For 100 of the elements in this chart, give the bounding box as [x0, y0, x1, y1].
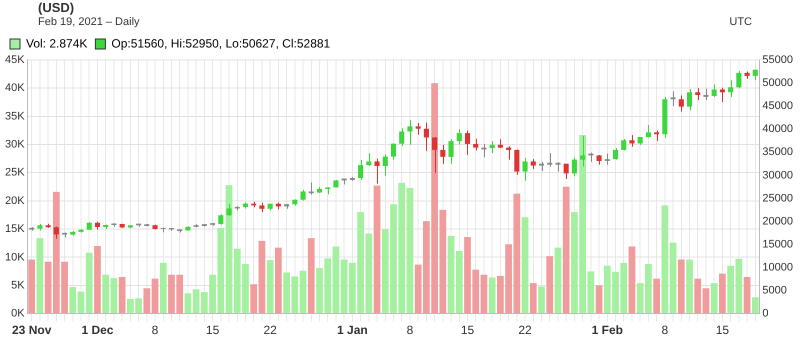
candlestick	[374, 158, 380, 184]
candlestick	[588, 152, 594, 162]
candlestick	[572, 157, 577, 177]
bar	[554, 248, 562, 314]
x-tick-label: 15	[460, 323, 474, 338]
bar	[275, 248, 282, 314]
x-tick-label: 8	[152, 323, 159, 338]
candlestick	[308, 182, 314, 196]
candlestick	[399, 128, 404, 147]
candlestick	[522, 157, 528, 182]
bar	[522, 217, 528, 314]
candlestick	[720, 87, 725, 102]
bar	[36, 238, 44, 314]
candlestick	[646, 124, 651, 138]
candlestick	[218, 214, 224, 226]
x-tick-label: 22	[263, 323, 278, 338]
candlestick	[538, 161, 544, 172]
y2-tick-label: 20000	[762, 215, 794, 228]
text: UTC	[729, 16, 752, 28]
x-tick-label: 1 Feb	[592, 323, 623, 338]
bar	[686, 260, 693, 314]
candlestick	[629, 134, 635, 148]
candlestick	[596, 154, 602, 166]
y2-tick-label: 45000	[762, 100, 794, 112]
candlestick	[300, 189, 306, 202]
candlestick	[712, 84, 717, 98]
bar	[94, 246, 101, 314]
chart-title: (USD)	[38, 0, 74, 15]
x-tick-label: 15	[206, 323, 220, 338]
y2-tick-label: 40000	[762, 123, 794, 136]
legend-label: Op:51560, Hi:52950, Lo:50627, Cl:52881	[111, 36, 331, 50]
candlestick	[366, 152, 372, 167]
candlestick	[695, 88, 700, 101]
candlestick	[54, 226, 59, 240]
y-tick-label: 30K	[4, 138, 26, 151]
chart-subtitle: Feb 19, 2021 – Daily	[38, 16, 140, 28]
candlestick	[390, 142, 396, 160]
bar	[710, 283, 718, 314]
y-tick-label: 45K	[4, 54, 26, 66]
candlestick	[703, 88, 709, 101]
x-tick-label: 15	[716, 323, 730, 338]
candlestick	[686, 88, 692, 111]
candlestick	[226, 203, 232, 216]
candlestick	[678, 95, 684, 112]
candlestick	[424, 122, 429, 152]
bar	[596, 285, 602, 314]
bar	[266, 260, 274, 314]
bar	[628, 246, 636, 314]
bar	[374, 186, 380, 314]
candlestick	[440, 144, 446, 164]
y-tick-label: 25K	[4, 166, 26, 179]
candlestick	[448, 138, 454, 164]
bar	[488, 278, 496, 314]
x-tick-label: 1 Jan	[337, 323, 368, 338]
bar	[118, 276, 126, 314]
y2-tick-label: 30000	[762, 169, 794, 182]
y2-tick-label: 35000	[762, 146, 794, 158]
candlestick	[358, 160, 364, 180]
y-tick-label: 40K	[4, 82, 26, 94]
candlestick	[506, 146, 512, 160]
bar	[562, 186, 570, 314]
bar	[530, 283, 537, 314]
candlestick	[490, 140, 495, 154]
candlestick	[514, 148, 520, 176]
bar	[719, 274, 726, 314]
y-tick-label: 0K	[11, 308, 26, 320]
bar	[752, 297, 759, 314]
bar	[308, 238, 315, 314]
candlestick	[481, 143, 486, 158]
candlestick	[564, 163, 569, 180]
candlestick	[604, 153, 610, 166]
y-tick-label: 20K	[4, 194, 26, 207]
x-tick-label: 8	[406, 323, 414, 338]
candlestick	[473, 138, 478, 151]
candlestick	[456, 128, 462, 145]
y-tick-label: 10K	[4, 251, 26, 264]
bar	[160, 262, 167, 314]
candlestick	[752, 68, 758, 81]
y-tick-label: 15K	[4, 223, 26, 236]
y2-tick-label: 55000	[762, 54, 794, 66]
y2-tick-label: 25000	[762, 192, 794, 204]
candlestick	[407, 120, 412, 146]
bar	[653, 278, 660, 314]
y-tick-label: 35K	[4, 110, 26, 122]
y-tick-label: 5K	[11, 279, 26, 292]
candlestick	[432, 136, 438, 174]
candlestick	[464, 130, 470, 156]
bar	[678, 260, 685, 314]
bar	[538, 286, 545, 314]
bar	[28, 260, 36, 314]
candlestick	[621, 138, 626, 151]
candlestick	[580, 136, 586, 168]
candlestick	[736, 70, 742, 89]
y2-tick-label: 50000	[762, 77, 794, 90]
y2-tick-label: 15000	[762, 238, 794, 250]
y2-tick-label: 0	[762, 308, 769, 320]
x-tick-label: 22	[518, 323, 532, 338]
x-tick-label: 1 Dec	[81, 323, 114, 338]
candlestick	[530, 158, 536, 170]
y2-tick-label: 10000	[762, 262, 794, 274]
